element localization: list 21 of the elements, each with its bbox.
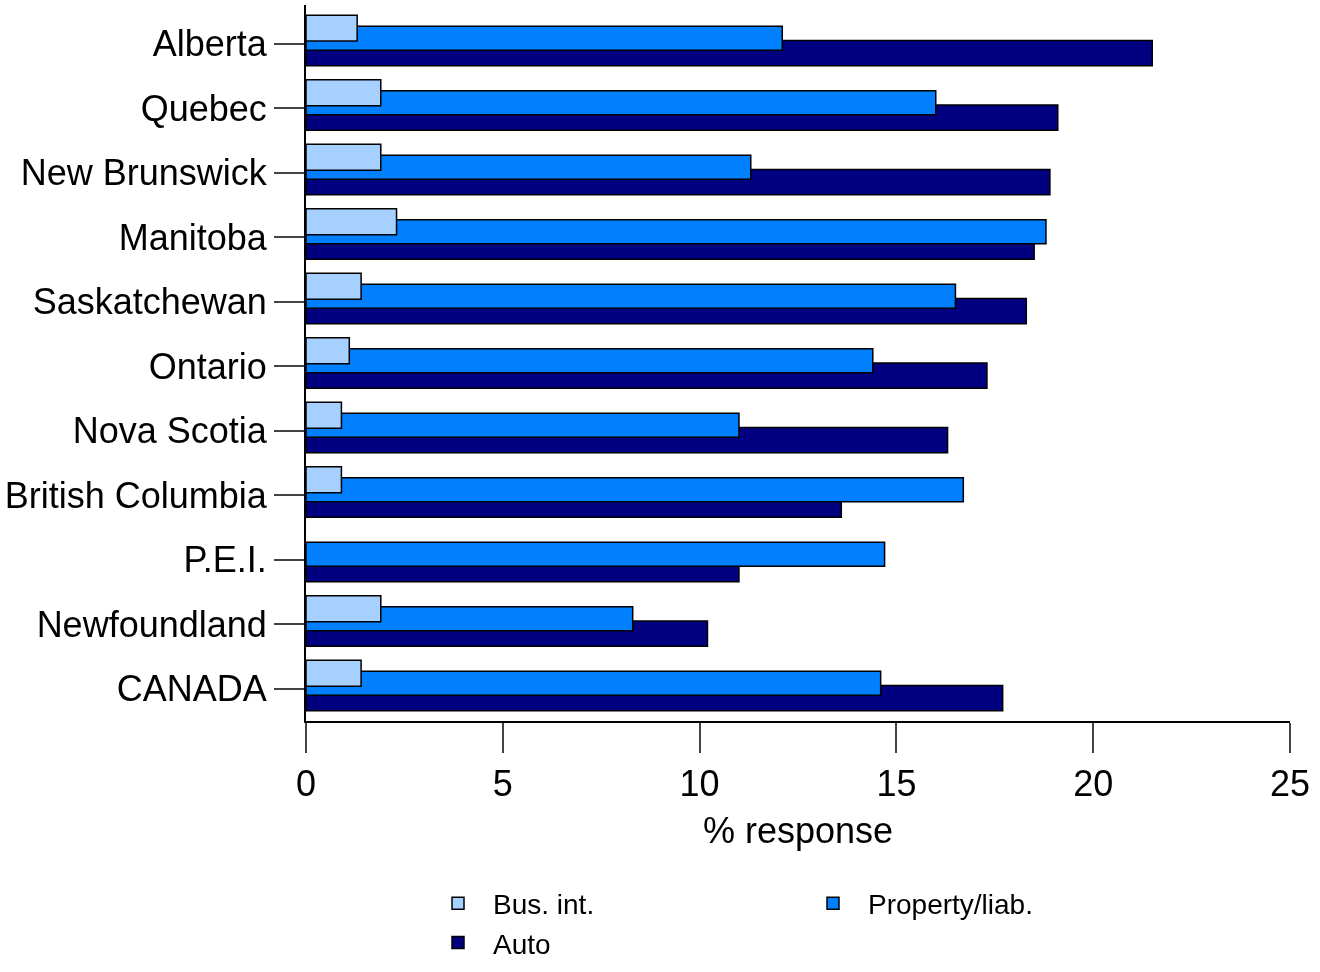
y-tick-label: Manitoba <box>118 216 268 258</box>
x-tick-label: 0 <box>295 763 317 805</box>
y-tick-label: Ontario <box>148 345 267 387</box>
y-tick-label: P.E.I. <box>183 539 267 581</box>
y-tick-label: British Columbia <box>4 474 268 516</box>
y-tick-label: New Brunswick <box>20 152 268 194</box>
x-tick-label: 20 <box>1073 763 1114 805</box>
x-tick-label: 15 <box>876 763 917 805</box>
x-tick-label: 10 <box>679 763 720 805</box>
y-tick-label: Newfoundland <box>36 603 267 645</box>
legend-label: Bus. int. <box>493 889 595 921</box>
y-tick-label: Alberta <box>152 23 268 65</box>
legend-label: Auto <box>493 928 551 960</box>
y-tick-label: Saskatchewan <box>32 281 267 323</box>
x-tick-label: 5 <box>492 763 513 805</box>
y-tick-label: Quebec <box>140 87 267 129</box>
y-tick-label: Nova Scotia <box>72 410 268 452</box>
y-tick-label: CANADA <box>116 668 267 710</box>
legend-label: Property/liab. <box>868 889 1033 921</box>
x-axis-title: % response <box>702 810 894 852</box>
x-tick-label: 25 <box>1269 763 1311 805</box>
